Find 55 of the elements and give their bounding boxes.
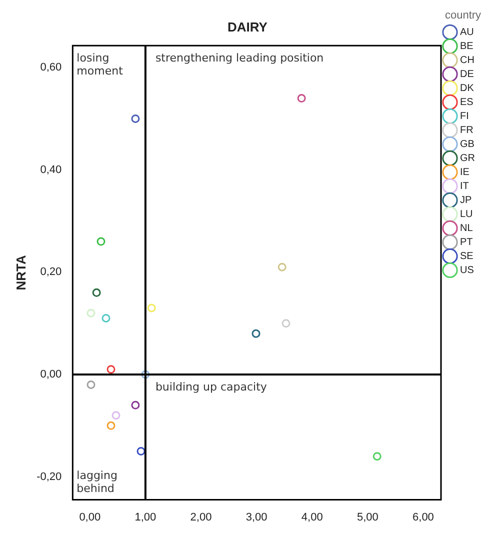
annotation: strengthening leading position bbox=[155, 52, 324, 65]
legend-label: IE bbox=[460, 166, 470, 178]
legend-label: FR bbox=[460, 124, 474, 136]
point bbox=[297, 94, 306, 103]
point bbox=[147, 304, 156, 312]
chart-title: DAIRY bbox=[228, 19, 268, 34]
y-tick-label: 0,20 bbox=[40, 266, 62, 278]
x-tick-label: 4,00 bbox=[301, 511, 323, 524]
point bbox=[96, 237, 106, 246]
point bbox=[86, 308, 96, 318]
legend-label: GB bbox=[460, 138, 475, 150]
x-tick-label: 0,00 bbox=[79, 511, 101, 524]
legend-label: PT bbox=[460, 236, 473, 248]
legend-label: SE bbox=[460, 250, 474, 262]
legend-label: AU bbox=[460, 26, 474, 38]
annotation: losing moment bbox=[76, 52, 124, 78]
legend-label: CH bbox=[460, 54, 474, 66]
point bbox=[131, 400, 140, 410]
annotation: building up capacity bbox=[155, 380, 268, 394]
y-tick-label: 0,60 bbox=[40, 62, 62, 74]
x-tick-label: 5,00 bbox=[356, 511, 378, 524]
legend-label: GR bbox=[460, 152, 475, 164]
x-tick-label: 6,00 bbox=[412, 511, 434, 524]
legend-label: IT bbox=[460, 180, 469, 192]
legend-title: country bbox=[444, 10, 482, 22]
y-tick-label: 0,40 bbox=[40, 164, 62, 176]
legend-label: DK bbox=[460, 82, 474, 94]
legend-label: US bbox=[460, 264, 474, 276]
legend-label: NL bbox=[460, 222, 474, 234]
point bbox=[131, 114, 140, 123]
legend-label: FI bbox=[460, 110, 469, 122]
point bbox=[282, 319, 290, 328]
legend-label: JP bbox=[460, 194, 472, 206]
point bbox=[141, 370, 150, 379]
point bbox=[106, 365, 116, 374]
point bbox=[92, 288, 101, 297]
y-tick-label: 0,00 bbox=[40, 368, 62, 381]
point bbox=[252, 329, 260, 338]
y-axis-title: NRTA bbox=[13, 254, 28, 290]
legend-label: ES bbox=[460, 96, 474, 108]
point bbox=[102, 314, 110, 322]
y-tick-label: -0,20 bbox=[36, 470, 62, 483]
x-tick-label: 1,00 bbox=[134, 511, 156, 524]
point bbox=[372, 452, 382, 461]
legend-label: DE bbox=[460, 68, 474, 80]
annotation: lagging behind bbox=[76, 468, 118, 495]
point bbox=[106, 421, 116, 430]
point bbox=[278, 262, 286, 272]
point bbox=[136, 446, 146, 456]
point bbox=[112, 411, 120, 420]
legend-label: LU bbox=[460, 208, 473, 220]
x-tick-label: 2,00 bbox=[190, 511, 212, 524]
x-tick-label: 3,00 bbox=[246, 511, 268, 524]
point bbox=[86, 380, 96, 389]
legend-label: BE bbox=[460, 40, 474, 52]
